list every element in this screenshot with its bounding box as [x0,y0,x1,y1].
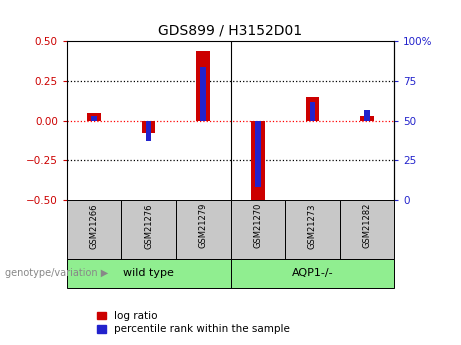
Text: wild type: wild type [123,268,174,278]
Legend: log ratio, percentile rank within the sample: log ratio, percentile rank within the sa… [95,309,292,336]
Bar [67,200,121,259]
Bar [201,67,206,121]
Bar [255,121,260,187]
Bar [67,259,230,288]
Text: GSM21266: GSM21266 [89,203,99,248]
Text: AQP1-/-: AQP1-/- [291,268,333,278]
Title: GDS899 / H3152D01: GDS899 / H3152D01 [159,23,302,38]
Bar [87,113,101,121]
Bar [285,200,340,259]
Bar [230,200,285,259]
Bar [340,200,394,259]
Bar [142,121,155,134]
Bar [196,51,210,121]
Text: GSM21273: GSM21273 [308,203,317,248]
Bar [251,121,265,200]
Bar [230,259,394,288]
Text: GSM21276: GSM21276 [144,203,153,248]
Text: GSM21282: GSM21282 [362,203,372,248]
Text: GSM21270: GSM21270 [253,203,262,248]
Bar [360,116,374,121]
Bar [121,200,176,259]
Bar [176,200,230,259]
Bar [364,110,370,121]
Bar [306,97,319,121]
Text: genotype/variation ▶: genotype/variation ▶ [5,268,108,278]
Bar [310,102,315,121]
Text: GSM21279: GSM21279 [199,203,208,248]
Bar [146,121,151,141]
Bar [91,116,97,121]
